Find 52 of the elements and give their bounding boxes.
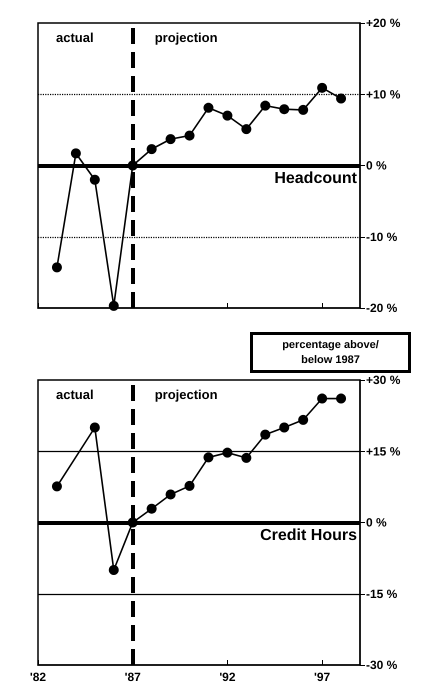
point bbox=[241, 124, 252, 134]
point bbox=[108, 300, 119, 311]
y-tick-label: +15 % bbox=[366, 444, 401, 458]
y-tick-label: 0 % bbox=[366, 158, 388, 172]
point bbox=[128, 518, 138, 528]
point bbox=[52, 262, 62, 272]
text: Credit Hours bbox=[260, 527, 358, 544]
annotation: actual bbox=[56, 387, 94, 402]
annotation: actual bbox=[56, 30, 94, 45]
x-tick-label: '87 bbox=[124, 670, 142, 684]
point bbox=[336, 394, 346, 404]
point bbox=[146, 504, 157, 514]
point bbox=[166, 134, 176, 144]
point bbox=[52, 481, 62, 492]
point bbox=[279, 422, 290, 432]
point bbox=[260, 100, 270, 111]
y-tick-label: 0 % bbox=[366, 516, 388, 530]
text: Headcount bbox=[274, 170, 358, 187]
y-tick-label: -20 % bbox=[366, 301, 398, 315]
y-tick-label: -10 % bbox=[366, 230, 398, 244]
point bbox=[336, 94, 346, 104]
y-tick-label: +20 % bbox=[366, 16, 401, 30]
point bbox=[298, 104, 308, 115]
point bbox=[128, 160, 138, 170]
point bbox=[90, 174, 100, 185]
x-tick-label: '92 bbox=[219, 670, 236, 684]
point bbox=[317, 394, 328, 404]
point bbox=[298, 414, 308, 425]
point bbox=[184, 480, 195, 491]
point bbox=[184, 130, 195, 141]
point bbox=[241, 452, 252, 463]
point bbox=[90, 422, 100, 432]
point bbox=[222, 448, 232, 458]
annotation: projection bbox=[154, 30, 218, 45]
point bbox=[108, 565, 119, 575]
point bbox=[146, 144, 157, 154]
point bbox=[260, 430, 270, 440]
point bbox=[279, 104, 290, 114]
x-tick-label: '97 bbox=[314, 670, 331, 684]
point bbox=[222, 110, 232, 121]
y-tick-label: -15 % bbox=[366, 586, 398, 601]
point bbox=[166, 489, 176, 500]
x-tick-label: '82 bbox=[30, 670, 46, 684]
point bbox=[317, 82, 328, 93]
point bbox=[203, 452, 214, 462]
y-tick-label: +30 % bbox=[366, 373, 401, 387]
y-tick-label: +10 % bbox=[366, 87, 401, 102]
y-tick-label: -30 % bbox=[366, 658, 398, 672]
point bbox=[70, 148, 81, 158]
annotation: projection bbox=[154, 387, 218, 402]
point bbox=[203, 102, 214, 113]
text: percentage above/below 1987 bbox=[282, 339, 379, 366]
